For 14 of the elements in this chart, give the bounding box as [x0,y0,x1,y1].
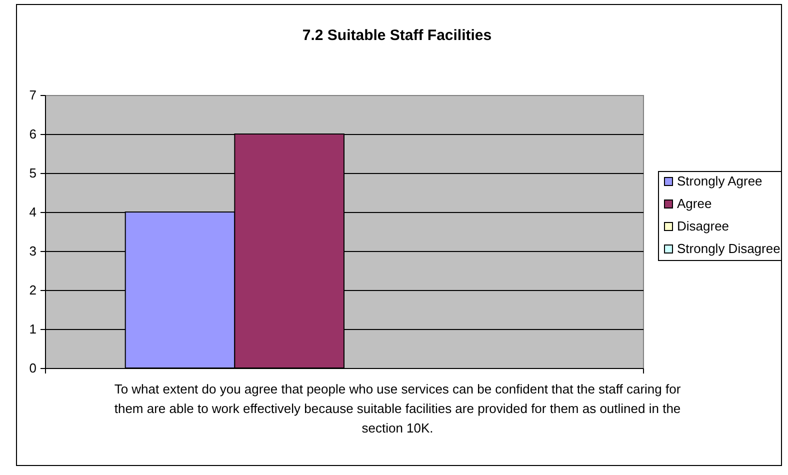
legend-label: Agree [677,196,712,211]
y-tick-label: 1 [29,322,36,336]
y-tick-label: 7 [29,88,36,102]
chart-title: 7.2 Suitable Staff Facilities [302,27,492,44]
y-tick-label: 0 [29,360,36,376]
y-tick-label: 4 [29,204,36,220]
x-axis-title: To what extent do you agree that people who use services can be confident that the staff caring for them are able to work effectively because suitable facilities are provided for them as outlined in the section 10K. [114,382,682,436]
legend-label: Strongly Disagree [677,241,780,256]
legend-label: Strongly Agree [677,174,762,188]
y-tick-label: 5 [29,166,36,180]
y-tick-label: 2 [29,282,36,298]
legend-label: Disagree [677,218,730,234]
y-tick-label: 6 [29,126,36,142]
y-tick-label: 3 [29,244,36,258]
